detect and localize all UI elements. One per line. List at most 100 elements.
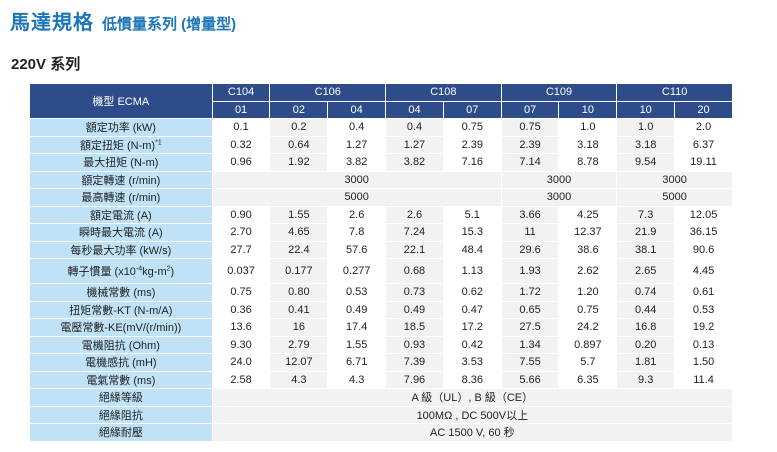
row-label-text: 額定扭矩 (N-m) [79,139,156,152]
value-cell: 2.39 [501,136,560,154]
insulation-resistance-value: 100MΩ , DC 500V以上 [212,406,734,424]
value-cell: 0.037 [212,258,271,284]
model-c106: C106 [269,84,387,102]
row-power-rate: 每秒最大功率 (kW/s) 27.7 22.4 57.6 22.1 48.4 29.6 38… [30,241,733,259]
value-cell: 3.18 [616,136,676,154]
value-cell: 7.3 [616,206,676,224]
value-cell: 0.13 [674,336,733,354]
value-cell: 17.4 [327,318,387,337]
value-cell: 17.2 [443,318,502,337]
value-cell: 0.75 [212,283,271,302]
row-label: 電氣常數 (ms) [30,371,213,389]
row-label: 額定扭矩 (N-m)*1 [30,136,213,154]
value-cell: 3.53 [443,353,502,372]
submodel: 20 [674,101,733,119]
value-cell: 9.30 [212,336,271,354]
row-mech-const: 機械常數 (ms) 0.75 0.80 0.53 0.73 0.62 1.72 1.20 0.… [30,283,733,302]
value-cell: 2.65 [616,258,676,284]
value-cell: 3.82 [385,153,444,172]
value-cell: 4.45 [674,258,733,284]
row-label: 額定功率 (kW) [30,118,213,137]
value-cell: 0.277 [327,258,387,284]
value-cell: 0.41 [269,301,329,319]
value-cell: 24.0 [212,353,271,372]
value-cell: 0.75 [558,301,618,319]
inertia-label-b: kg-m [142,266,167,278]
footnote-marker: *1 [155,139,162,147]
value-cell: 2.6 [385,206,444,224]
row-label: 轉子慣量 (x10-4kg-m2) [30,258,213,284]
row-ke: 電壓常數-KE(mV/(r/min)) 13.6 16 17.4 18.5 17.2 27… [30,318,733,337]
value-cell: 3.82 [327,153,387,172]
value-cell: 0.49 [385,301,444,319]
value-cell: 0.74 [616,283,676,302]
value-cell: 0.62 [443,283,502,302]
value-cell: 16 [269,318,329,337]
value-cell: 29.6 [501,241,560,259]
max-speed-c109: 3000 [501,188,618,207]
rated-speed-c109: 3000 [501,171,618,189]
row-label: 電機阻抗 (Ohm) [30,336,213,354]
insulation-class-value: A 級（UL）, B 級（CE） [212,388,734,407]
value-cell: 1.27 [327,136,387,154]
value-cell: 0.64 [269,136,329,154]
value-cell: 0.897 [558,336,618,354]
value-cell: 19.11 [674,153,733,172]
value-cell: 1.92 [269,153,329,172]
value-cell: 0.4 [327,118,387,137]
value-cell: 6.35 [558,371,618,389]
value-cell: 4.3 [327,371,387,389]
value-cell: 0.53 [327,283,387,302]
value-cell: 15.3 [443,223,502,242]
value-cell: 7.14 [501,153,560,172]
value-cell: 4.65 [269,223,329,242]
value-cell: 7.39 [385,353,444,372]
value-cell: 1.72 [501,283,560,302]
value-cell: 2.0 [674,118,733,137]
title-main: 馬達規格 [10,12,94,34]
value-cell: 1.55 [327,336,387,354]
row-elec-const: 電氣常數 (ms) 2.58 4.3 4.3 7.96 8.36 5.66 6.35 9.3 1… [30,371,733,389]
model-header-row: 機型 ECMA C104 C106 C108 C109 C110 [30,84,733,119]
title-sub: 低慣量系列 (增量型) [102,16,237,33]
value-cell: 0.75 [443,118,502,137]
value-cell: 19.2 [674,318,733,337]
value-cell: 7.8 [327,223,387,242]
value-cell: 7.16 [443,153,502,172]
value-cell: 7.96 [385,371,444,389]
row-kt: 扭矩常數-KT (N-m/A) 0.36 0.41 0.49 0.49 0.47 0.65… [30,301,733,319]
row-label: 瞬時最大電流 (A) [30,223,213,242]
value-cell: 0.4 [385,118,444,137]
value-cell: 2.79 [269,336,329,354]
value-cell: 1.0 [616,118,676,137]
value-cell: 0.36 [212,301,271,319]
rated-speed-c104-c108: 3000 [212,171,502,189]
value-cell: 1.27 [385,136,444,154]
value-cell: 2.58 [212,371,271,389]
row-label: 絕緣等級 [30,388,213,407]
row-label: 最大扭矩 (N-m) [30,153,213,172]
value-cell: 0.61 [674,283,733,302]
row-label: 額定電流 (A) [30,206,213,224]
row-insulation-resistance: 絕緣阻抗 100MΩ , DC 500V以上 [30,406,734,424]
value-cell: 4.3 [269,371,329,389]
value-cell: 11 [501,223,560,242]
value-cell: 5.66 [501,371,560,389]
value-cell: 2.70 [212,223,271,242]
row-rated-torque: 額定扭矩 (N-m)*1 0.32 0.64 1.27 1.27 2.39 2.39 3.1… [30,136,733,154]
value-cell: 7.55 [501,353,560,372]
row-label: 絕緣耐壓 [30,423,213,442]
row-label: 最高轉速 (r/min) [30,188,213,207]
value-cell: 4.25 [558,206,618,224]
value-cell: 5.1 [443,206,502,224]
value-cell: 1.0 [558,118,618,137]
inertia-label-c: ) [170,266,175,278]
value-cell: 11.4 [674,371,733,389]
value-cell: 9.54 [616,153,676,172]
value-cell: 22.1 [385,241,444,259]
row-inductance: 電機感抗 (mH) 24.0 12.07 6.71 7.39 3.53 7.55 5.7 1.… [30,353,733,372]
submodel: 10 [558,101,618,119]
value-cell: 0.32 [212,136,271,154]
submodel: 01 [212,101,271,119]
value-cell: 3.66 [501,206,560,224]
